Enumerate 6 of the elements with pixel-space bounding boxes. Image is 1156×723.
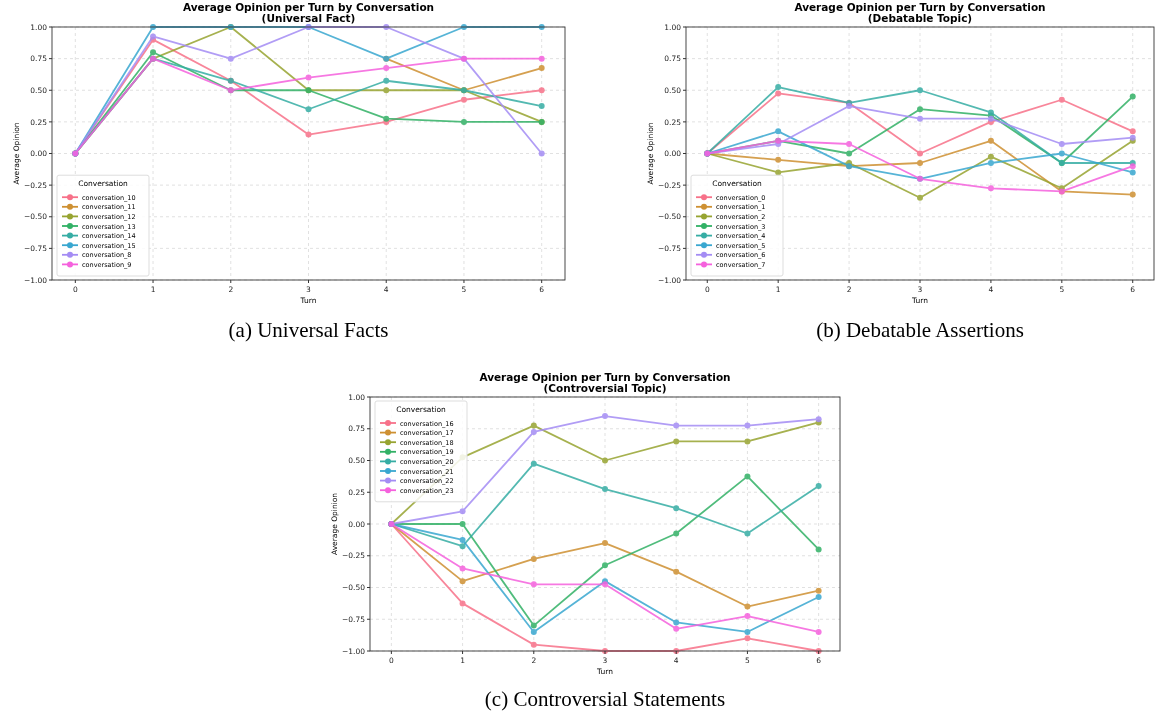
text: (b) Debatable Assertions [816,318,1024,342]
chart-title: Average Opinion per Turn by Conversation (Debatable Topic) [794,1,1046,24]
chart-title: Average Opinion per Turn by Conversation (Controversial Topic) [479,371,731,394]
text: (c) Controversial Statements [484,687,726,711]
chart-title: Average Opinion per Turn by Conversation (Universal Fact) [182,1,435,24]
text: (a) Universal Facts [228,318,389,342]
